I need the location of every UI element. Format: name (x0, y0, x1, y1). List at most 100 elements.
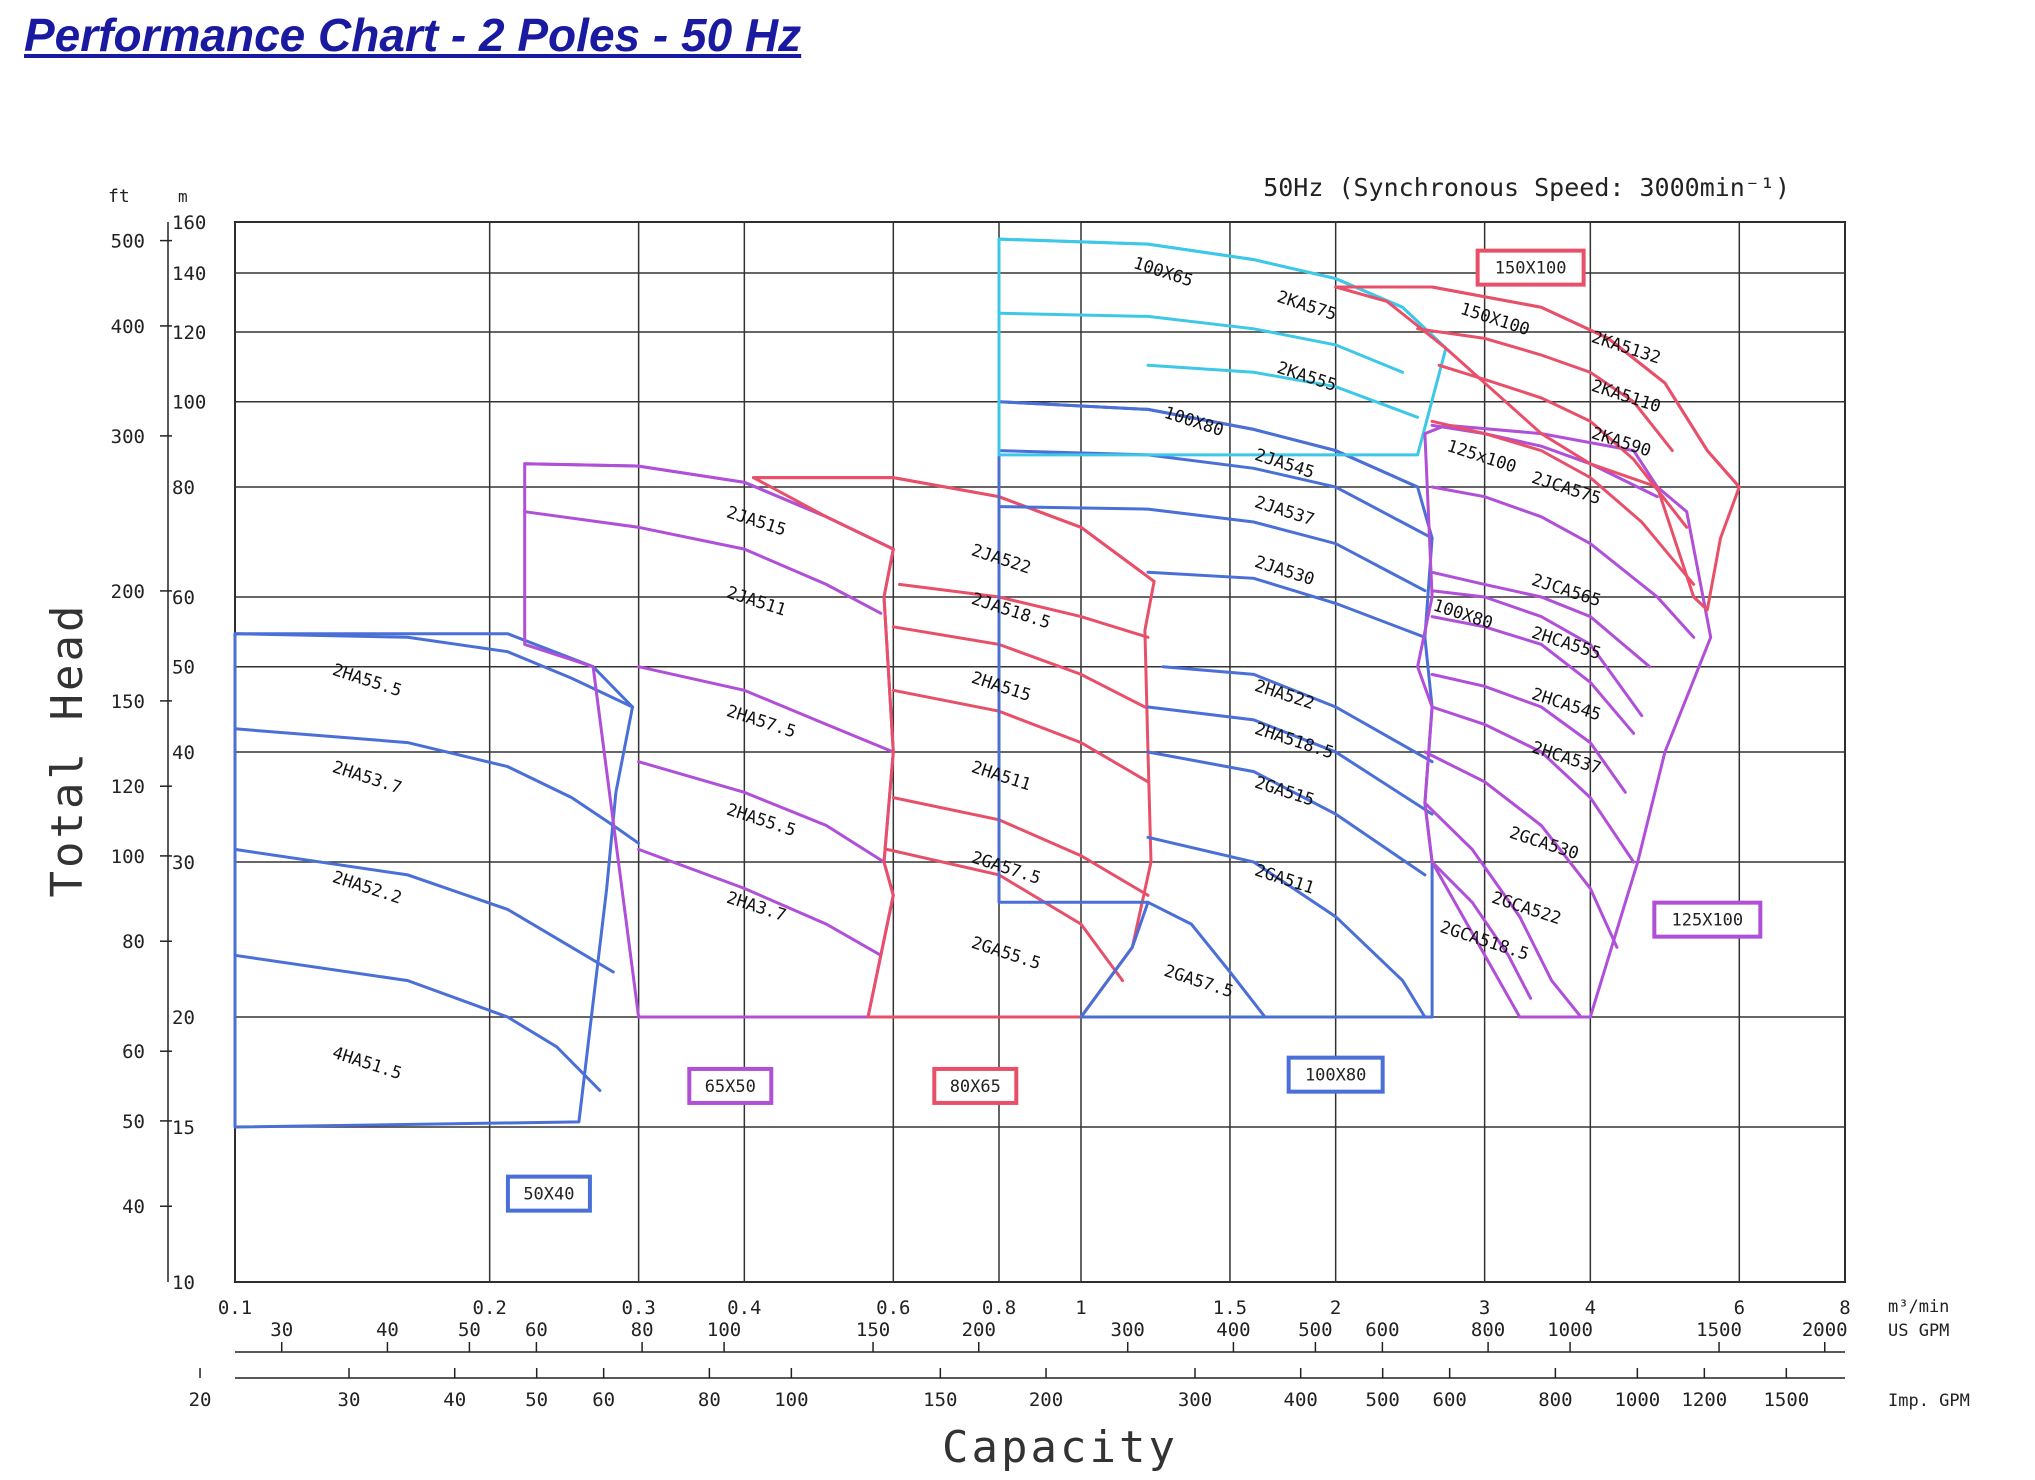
performance-curve (1437, 363, 1689, 529)
performance-curve (891, 688, 1150, 784)
performance-curve (1146, 363, 1420, 419)
performance-curve (1430, 615, 1636, 735)
x-tick-label-m3min: 0.4 (727, 1297, 761, 1319)
y-tick-label-m: 10 (172, 1272, 195, 1294)
performance-curve (1416, 327, 1674, 453)
x-axis-title: Capacity (942, 1422, 1178, 1473)
y-tick-label-ft: 50 (122, 1111, 145, 1133)
x-tick-label-impgpm: 80 (698, 1389, 721, 1411)
series-outline-100x80 (997, 400, 1434, 1019)
size-box-65x50 (687, 1066, 774, 1105)
x-tick-label-usgpm: 60 (525, 1319, 548, 1341)
size-box-label: 100X80 (1305, 1066, 1366, 1086)
y-tick-label-m: 20 (172, 1007, 195, 1029)
curve-label: 100X80 (1430, 596, 1495, 634)
x-unit-usgpm: US GPM (1888, 1321, 1949, 1341)
x-tick-label-usgpm: 1500 (1696, 1319, 1742, 1341)
curve-label: 150X100 (1458, 299, 1532, 340)
chart-labels: 2HA55.52HA53.72HA52.24HA51.550X402JA5152… (330, 248, 1763, 1213)
x-tick-label-impgpm: 600 (1433, 1389, 1467, 1411)
curve-label: 2JA522 (969, 541, 1034, 579)
curve-label: 2JA515 (724, 503, 789, 541)
y-tick-label-m: 50 (172, 657, 195, 679)
chart-axes: 0.1 0.2 0.3 0.4 0.6 0.8 1 1.5 2 3 4 6 8 10 15 20 30 40 50 6… (42, 173, 1970, 1473)
curve-label: 2GA515 (1252, 773, 1317, 811)
x-tick-label-impgpm: 50 (525, 1389, 548, 1411)
x-tick-label-impgpm: 1500 (1763, 1389, 1809, 1411)
size-box-label: 50X40 (523, 1185, 574, 1205)
performance-curve (637, 847, 883, 957)
x-tick-label-m3min: 3 (1479, 1297, 1490, 1319)
performance-curve (1146, 835, 1427, 1019)
performance-curve (885, 847, 1125, 983)
performance-curve (1430, 419, 1696, 586)
x-tick-label-m3min: 1 (1075, 1297, 1086, 1319)
x-tick-label-usgpm: 300 (1111, 1319, 1145, 1341)
x-tick-label-m3min: 1.5 (1213, 1297, 1247, 1319)
y-tick-label-m: 160 (172, 212, 206, 234)
series-outline-125x100 (1416, 423, 1713, 1019)
curve-label: 2GA55.5 (969, 933, 1043, 974)
size-box-80x65 (932, 1066, 1019, 1105)
size-box-label: 150X100 (1495, 259, 1567, 279)
y-unit-ft: ft (108, 186, 130, 207)
size-box-label: 125X100 (1672, 911, 1744, 931)
x-tick-label-usgpm: 800 (1471, 1319, 1505, 1341)
curve-label: 2JA511 (724, 583, 789, 621)
curve-label: 2KA5110 (1589, 376, 1663, 417)
curve-label: 2JA518.5 (969, 589, 1053, 633)
performance-curve (1146, 900, 1267, 1019)
x-tick-label-usgpm: 50 (458, 1319, 481, 1341)
x-tick-label-impgpm: 100 (774, 1389, 808, 1411)
x-tick-label-impgpm: 20 (189, 1389, 212, 1411)
curve-label: 2JA545 (1252, 445, 1317, 483)
x-tick-label-usgpm: 150 (856, 1319, 890, 1341)
y-axis-title: Total Head (42, 603, 93, 898)
y-tick-label-ft: 200 (111, 581, 145, 603)
performance-curve (1430, 672, 1627, 794)
x-tick-label-usgpm: 100 (707, 1319, 741, 1341)
x-tick-label-impgpm: 200 (1029, 1389, 1063, 1411)
chart-series (233, 237, 1741, 1129)
size-box-125x100 (1652, 900, 1763, 939)
x-tick-label-usgpm: 40 (376, 1319, 399, 1341)
y-tick-label-ft: 60 (122, 1041, 145, 1063)
y-tick-label-m: 40 (172, 742, 195, 764)
curve-label: 2JA530 (1252, 552, 1317, 590)
curve-label: 2KA575 (1274, 287, 1339, 325)
performance-curve (891, 796, 1150, 897)
performance-curve (1423, 750, 1619, 949)
x-tick-label-m3min: 0.3 (621, 1297, 655, 1319)
x-tick-label-m3min: 0.8 (982, 1297, 1016, 1319)
performance-curve (997, 505, 1427, 593)
size-box-150x100 (1475, 248, 1586, 287)
x-tick-label-m3min: 0.2 (473, 1297, 507, 1319)
curve-label: 125x100 (1444, 436, 1518, 477)
x-tick-label-impgpm: 1000 (1614, 1389, 1660, 1411)
x-tick-label-usgpm: 600 (1365, 1319, 1399, 1341)
x-tick-label-impgpm: 500 (1366, 1389, 1400, 1411)
performance-curve (997, 311, 1405, 374)
curve-label: 100X65 (1131, 253, 1196, 291)
curve-label: 2HA53.7 (330, 757, 404, 798)
x-tick-label-impgpm: 150 (923, 1389, 957, 1411)
x-tick-label-impgpm: 30 (338, 1389, 361, 1411)
curve-label: 2GA57.5 (969, 848, 1043, 889)
x-tick-label-impgpm: 800 (1538, 1389, 1572, 1411)
x-tick-label-m3min: 2 (1330, 1297, 1341, 1319)
series-outline-50x40 (233, 632, 634, 1129)
x-tick-label-usgpm: 2000 (1802, 1319, 1848, 1341)
performance-curve (1146, 570, 1427, 639)
y-tick-label-m: 15 (172, 1117, 195, 1139)
y-tick-label-ft: 300 (111, 426, 145, 448)
y-tick-label-ft: 150 (111, 691, 145, 713)
y-tick-label-m: 30 (172, 852, 195, 874)
series-outline-80x65 (751, 476, 1156, 1019)
performance-curve (997, 237, 1448, 350)
y-tick-label-ft: 80 (122, 931, 145, 953)
performance-curve (1430, 589, 1644, 718)
x-tick-label-m3min: 4 (1585, 1297, 1596, 1319)
y-tick-label-ft: 40 (122, 1196, 145, 1218)
curve-label: 100X80 (1161, 403, 1226, 441)
